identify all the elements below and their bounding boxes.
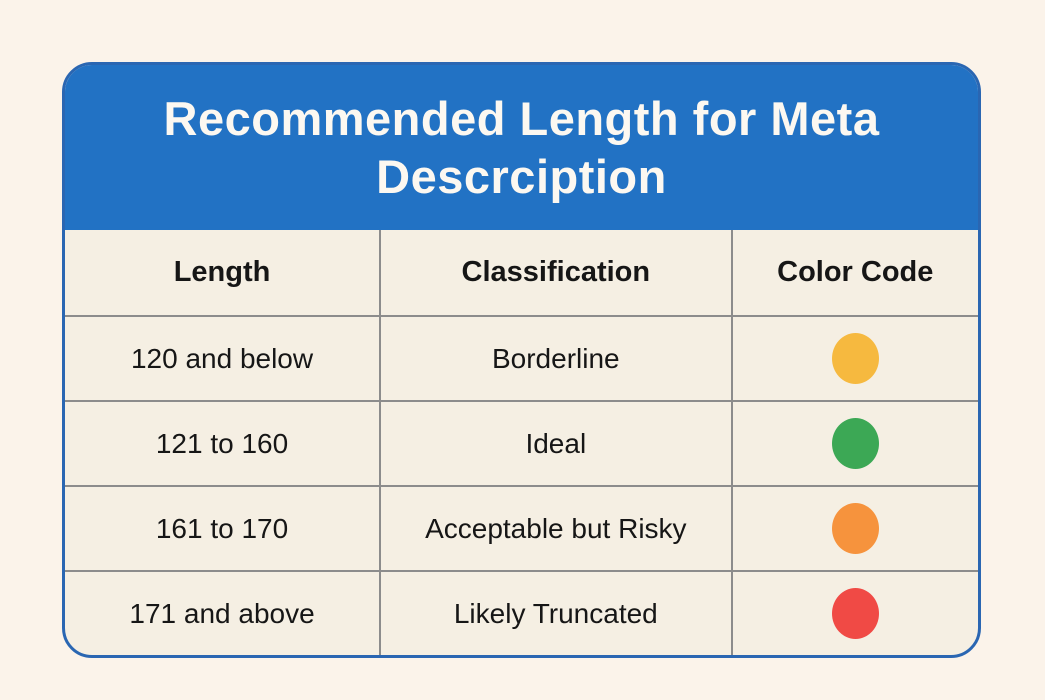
column-header-length: Length [173, 256, 271, 288]
column-header-classification: Classification [379, 230, 731, 315]
orange-status-dot-icon [831, 503, 879, 554]
card-title-line-1: Recommended Length for Meta [163, 92, 880, 146]
length-classification-table: Length Classification Color Code 120 and… [65, 230, 978, 655]
yellow-status-dot-icon [831, 333, 879, 384]
table-row-1-length: 120 and below [65, 315, 380, 400]
table-row-1-color-cell [730, 315, 978, 400]
table-row-2-length: 121 to 160 [65, 400, 380, 485]
table-row-3-color-cell [730, 485, 978, 570]
table-row-4-color-cell [730, 570, 978, 655]
table-row-4-length: 171 and above [65, 570, 380, 655]
meta-description-length-card: Recommended Length for Meta Descrciption… [62, 62, 981, 658]
table-row-4-classification: Likely Truncated [379, 570, 731, 655]
table-row-1-classification: Borderline [379, 315, 731, 400]
table-row-2-color-cell [730, 400, 978, 485]
table-row-3-length: 161 to 170 [65, 485, 380, 570]
table-row-2-classification: Ideal [379, 400, 731, 485]
card-title-line-2: Descrciption [376, 149, 667, 203]
column-header-color-code: Color Code [730, 230, 978, 315]
table-row-3-classification: Acceptable but Risky [379, 485, 731, 570]
red-status-dot-icon [831, 588, 879, 639]
card-header: Recommended Length for Meta Descrciption [65, 65, 978, 230]
green-status-dot-icon [831, 418, 879, 469]
